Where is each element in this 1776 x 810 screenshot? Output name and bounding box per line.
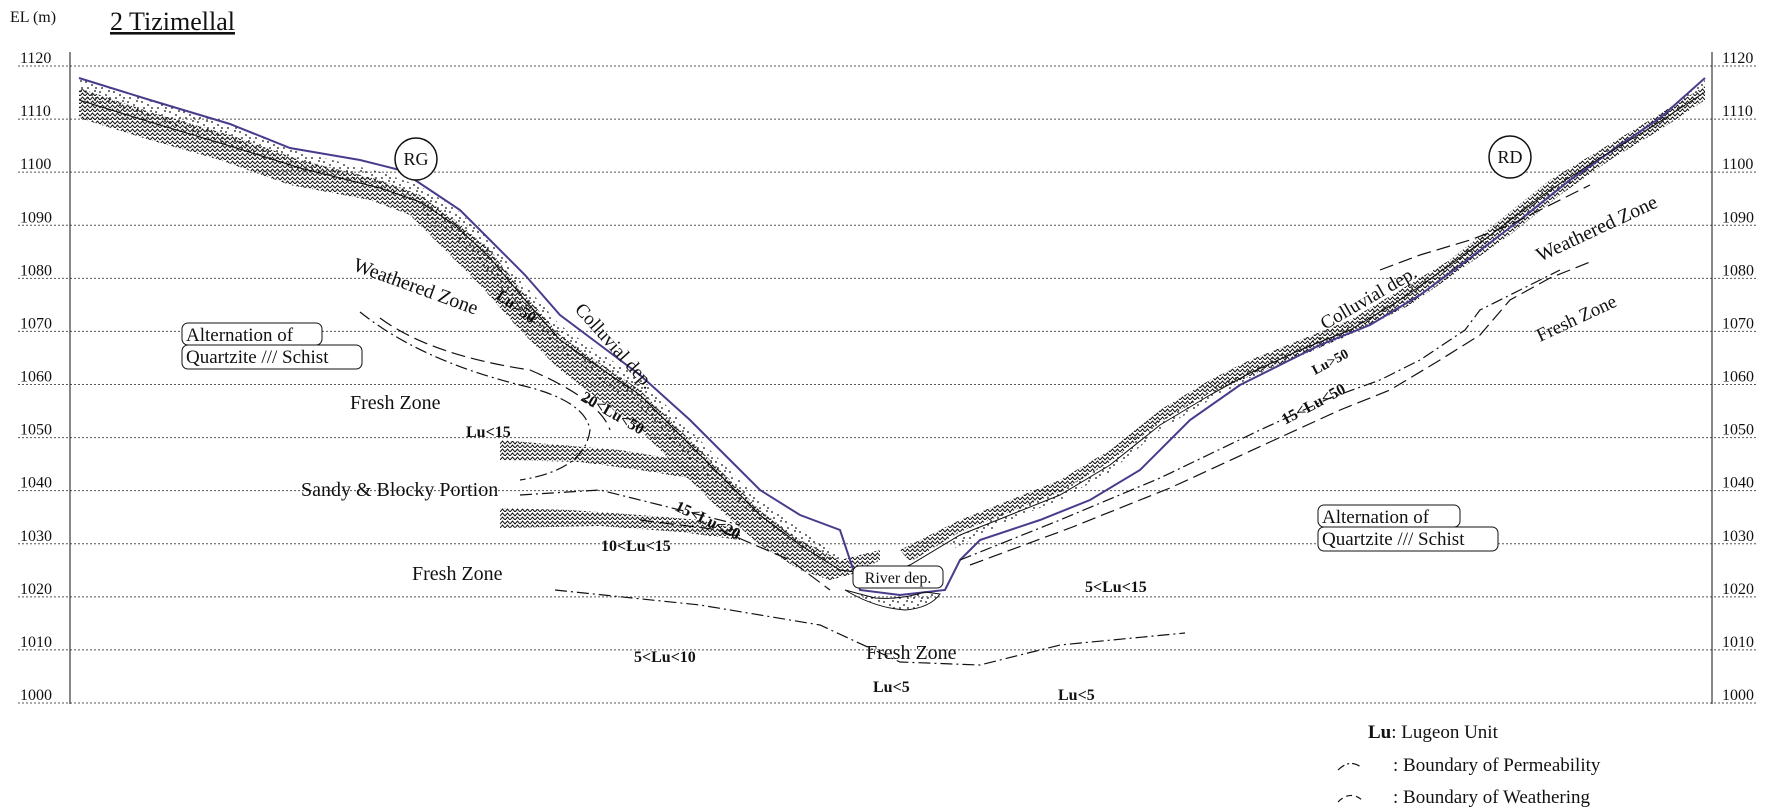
bank-marker-right: RD [1489, 136, 1531, 178]
elevation-tick-label-left: 1060 [20, 369, 52, 386]
elevation-tick-label-left: 1080 [20, 262, 52, 279]
lithology-label-right: Alternation of Quartzite /// Schist [1318, 505, 1498, 551]
lugeon-label-lt5-center: Lu<5 [873, 679, 910, 696]
legend: Lu: Lugeon Unit : Boundary of Permeabili… [1338, 722, 1601, 808]
elevation-tick-label-right: 1090 [1722, 209, 1754, 226]
legend-lugeon-row: Lu: Lugeon Unit [1368, 722, 1499, 743]
legend-lu-abbrev: Lu [1368, 722, 1392, 743]
elevation-tick-label-left: 1090 [20, 209, 52, 226]
elevation-tick-label-right: 1050 [1722, 422, 1754, 439]
alternation-label-left-line2: Quartzite /// Schist [186, 347, 329, 368]
permeability-line-symbol [1338, 763, 1362, 770]
elevation-tick-label-left: 1100 [20, 156, 51, 173]
legend-lu-text: : Lugeon Unit [1391, 722, 1498, 743]
lugeon-label-5-15: 5<Lu<15 [1085, 579, 1147, 596]
elevation-tick-label-left: 1120 [20, 50, 51, 67]
lugeon-label-5-10: 5<Lu<10 [634, 649, 696, 666]
elevation-tick-label-right: 1100 [1722, 156, 1753, 173]
section-title: 2 Tizimellal [110, 7, 235, 36]
weathering-line-symbol [1338, 795, 1362, 802]
elevation-tick-label-right: 1070 [1722, 315, 1754, 332]
elevation-tick-label-left: 1030 [20, 528, 52, 545]
alternation-label-right-line2: Quartzite /// Schist [1322, 529, 1465, 550]
elevation-tick-label-left: 1010 [20, 634, 52, 651]
elevation-tick-label-left: 1040 [20, 475, 52, 492]
lithology-label-left: Alternation of Quartzite /// Schist [182, 323, 362, 369]
elevation-tick-label-right: 1030 [1722, 528, 1754, 545]
elevation-tick-label-right: 1110 [1722, 103, 1753, 120]
ground-surface-line [79, 78, 1705, 595]
fresh-zone-label-upper-left: Fresh Zone [350, 392, 441, 414]
river-deposit-label: River dep. [865, 570, 932, 587]
weathered-zone-label-right: Weathered Zone [1533, 191, 1661, 266]
lugeon-label-10-15: 10<Lu<15 [601, 538, 671, 555]
elevation-tick-label-right: 1120 [1722, 50, 1753, 67]
fresh-zone-label-right: Fresh Zone [1533, 291, 1620, 346]
elevation-tick-label-left: 1020 [20, 581, 52, 598]
lugeon-label-gt50-right: Lu>50 [1310, 347, 1352, 379]
elevation-tick-label-left: 1110 [20, 103, 51, 120]
elevation-tick-label-right: 1000 [1722, 687, 1754, 704]
bank-marker-left: RG [395, 138, 437, 180]
bank-label-right: RD [1497, 147, 1522, 167]
elevation-tick-label-left: 1050 [20, 422, 52, 439]
boundary-lines [360, 185, 1590, 665]
lugeon-label-lt15: Lu<15 [466, 424, 511, 441]
axis-unit-label: EL (m) [10, 9, 56, 26]
elevation-tick-label-right: 1020 [1722, 581, 1754, 598]
fresh-zone-label-bottom: Fresh Zone [866, 642, 957, 664]
elevation-tick-label-left: 1000 [20, 687, 52, 704]
alternation-label-left-line1: Alternation of [186, 325, 294, 346]
sandy-blocky-label: Sandy & Blocky Portion [301, 479, 498, 501]
alternation-label-right-line1: Alternation of [1322, 507, 1430, 528]
fresh-zone-label-lower-left: Fresh Zone [412, 563, 503, 585]
legend-permeability: : Boundary of Permeability [1393, 755, 1601, 776]
elevation-tick-label-right: 1010 [1722, 634, 1754, 651]
bank-label-left: RG [403, 149, 428, 169]
elevation-tick-label-right: 1060 [1722, 369, 1754, 386]
elevation-tick-label-right: 1040 [1722, 475, 1754, 492]
legend-weathering: : Boundary of Weathering [1393, 787, 1591, 808]
elevation-tick-label-right: 1080 [1722, 262, 1754, 279]
elevation-tick-label-left: 1070 [20, 315, 52, 332]
lugeon-label-lt5-right: Lu<5 [1058, 687, 1095, 704]
